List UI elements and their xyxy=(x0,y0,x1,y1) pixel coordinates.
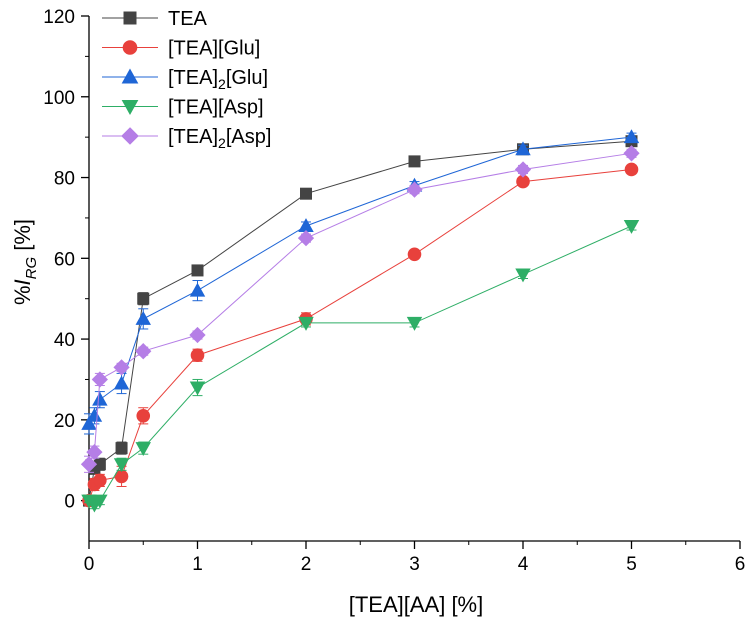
legend-item: [TEA]2[Asp] xyxy=(102,126,271,151)
data-point xyxy=(191,264,204,277)
data-point xyxy=(623,220,640,234)
series-layer xyxy=(80,129,640,513)
data-point xyxy=(515,268,531,283)
x-tick-label: 0 xyxy=(84,554,95,575)
data-point xyxy=(115,442,128,455)
legend-item: TEA xyxy=(102,8,208,30)
legend-item: [TEA]2[Glu] xyxy=(102,67,268,92)
series-5 xyxy=(80,145,640,473)
legend-label: [TEA]2[Asp] xyxy=(168,126,271,151)
series-line xyxy=(88,168,632,501)
series-4 xyxy=(81,220,640,513)
legend-marker xyxy=(121,68,139,84)
data-point xyxy=(135,310,151,325)
y-tick-label: 100 xyxy=(43,88,75,109)
x-tick-label: 5 xyxy=(626,554,637,575)
series-line xyxy=(88,140,632,501)
data-point xyxy=(297,229,315,247)
data-point xyxy=(406,181,423,198)
legend-item: [TEA][Asp] xyxy=(102,97,264,119)
y-axis-title: %IRG [%] xyxy=(10,219,40,305)
x-tick-label: 2 xyxy=(301,554,312,575)
y-tick-label: 60 xyxy=(54,249,75,270)
series-2 xyxy=(82,162,639,508)
legend-marker xyxy=(121,100,139,116)
y-tick-label: 0 xyxy=(64,492,75,513)
legend-label: TEA xyxy=(168,8,208,30)
y-tick-label: 120 xyxy=(43,7,75,28)
y-tick-label: 40 xyxy=(54,330,75,351)
legend-label: [TEA]2[Glu] xyxy=(168,67,268,92)
series-3 xyxy=(81,129,640,435)
data-point xyxy=(407,247,422,262)
data-point xyxy=(80,456,98,473)
legend-marker xyxy=(121,127,139,145)
y-axis-title-prefix: % xyxy=(10,285,35,305)
data-point xyxy=(113,375,130,390)
data-point xyxy=(113,359,130,376)
data-point xyxy=(300,187,312,200)
x-tick-label: 6 xyxy=(735,554,746,575)
y-axis-title-symbol: I xyxy=(10,279,35,285)
legend-label: [TEA][Glu] xyxy=(168,38,260,60)
series-line xyxy=(88,225,632,506)
y-axis-title-subscript: RG xyxy=(23,257,40,280)
y-tick-label: 20 xyxy=(54,411,75,432)
x-tick-label: 4 xyxy=(518,554,529,575)
data-point xyxy=(189,381,206,396)
x-tick-label: 3 xyxy=(409,554,420,575)
data-point xyxy=(624,162,639,177)
data-point xyxy=(86,407,103,422)
data-point xyxy=(623,145,640,162)
data-point xyxy=(189,326,206,344)
data-point xyxy=(92,391,108,406)
legend-item: [TEA][Glu] xyxy=(102,38,260,60)
legend-marker xyxy=(123,11,137,25)
data-point xyxy=(91,371,108,388)
data-point xyxy=(93,473,107,488)
legend-marker xyxy=(122,40,138,55)
data-point xyxy=(406,316,423,331)
series-1 xyxy=(83,135,638,507)
data-point xyxy=(135,343,152,360)
data-point xyxy=(515,141,531,156)
data-point xyxy=(136,409,151,423)
data-point xyxy=(514,161,532,178)
x-tick-label: 1 xyxy=(192,554,203,575)
data-point xyxy=(408,155,421,168)
data-point xyxy=(623,129,640,144)
legend-label: [TEA][Asp] xyxy=(168,97,264,119)
y-axis-title-suffix: [%] xyxy=(10,219,35,257)
data-point xyxy=(189,282,206,297)
series-line xyxy=(88,136,632,425)
data-point xyxy=(298,218,314,232)
x-axis-title: [TEA][AA] [%] xyxy=(349,592,483,617)
data-point xyxy=(135,442,151,457)
data-point xyxy=(137,292,150,305)
y-tick-label: 80 xyxy=(54,169,75,190)
data-point xyxy=(298,316,314,331)
data-point xyxy=(81,415,97,430)
data-point xyxy=(113,458,130,473)
data-point xyxy=(190,348,205,363)
legend: TEA [TEA][Glu] [TEA]2[Glu] [TEA][Asp] [TEA]2… xyxy=(102,8,271,151)
data-point xyxy=(86,444,103,461)
series-line xyxy=(88,152,632,465)
data-point xyxy=(92,494,108,509)
